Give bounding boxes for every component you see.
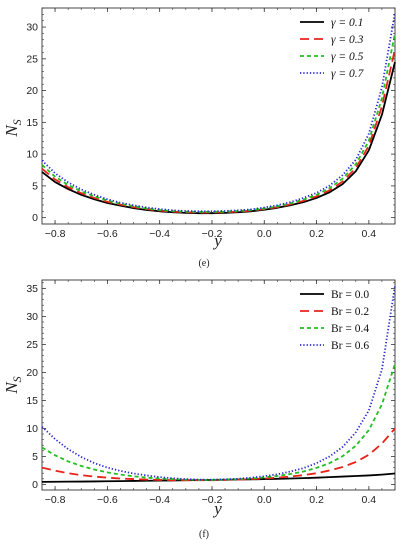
y-tick-label: 20 bbox=[26, 85, 38, 97]
x-tick-label: −0.4 bbox=[149, 228, 170, 240]
y-tick-label: 35 bbox=[26, 283, 38, 295]
series-line bbox=[41, 12, 396, 213]
x-tick-label: −0.8 bbox=[45, 494, 66, 506]
y-tick-label: 10 bbox=[26, 423, 38, 435]
y-tick-label: 10 bbox=[26, 149, 38, 161]
y-axis-title-subscript: S bbox=[10, 376, 24, 382]
plot-frame bbox=[41, 279, 396, 491]
legend-label: Br = 0.6 bbox=[331, 340, 369, 352]
x-tick-label: 0.4 bbox=[362, 228, 377, 240]
x-tick-label: 0.0 bbox=[257, 494, 272, 506]
y-tick-labels: 0 5 10 15 20 25 30 35 bbox=[26, 283, 38, 491]
y-tick-label: 15 bbox=[26, 395, 38, 407]
figure-caption: (e) bbox=[198, 258, 209, 269]
legend-label: Br = 0.2 bbox=[331, 306, 369, 318]
y-axis-title: NS bbox=[2, 376, 24, 394]
x-tick-label: −0.4 bbox=[149, 494, 170, 506]
x-tick-labels: −0.8 −0.6 −0.4 −0.2 0.0 0.2 0.4 bbox=[45, 228, 377, 240]
y-tick-label: 25 bbox=[26, 339, 38, 351]
legend-label: Br = 0.4 bbox=[331, 323, 369, 335]
y-tick-label: 5 bbox=[32, 451, 38, 463]
y-tick-label: 20 bbox=[26, 367, 38, 379]
x-tick-label: 0.2 bbox=[309, 494, 324, 506]
legend-label: γ = 0.5 bbox=[331, 51, 364, 63]
x-tick-labels: −0.8 −0.6 −0.4 −0.2 0.0 0.2 0.4 bbox=[45, 494, 377, 506]
x-tick-label: −0.2 bbox=[202, 228, 223, 240]
x-tick-label: 0.4 bbox=[362, 494, 377, 506]
series-line bbox=[41, 427, 396, 482]
y-tick-label: 30 bbox=[26, 311, 38, 323]
y-tick-labels: 0 5 10 15 20 25 30 bbox=[26, 22, 38, 225]
legend: γ = 0.1 γ = 0.3 γ = 0.5 γ = 0.7 bbox=[300, 17, 365, 80]
y-axis-title-subscript: S bbox=[10, 119, 24, 125]
legend-label: Br = 0.0 bbox=[331, 289, 369, 301]
y-tick-label: 25 bbox=[26, 53, 38, 65]
x-axis-title: y bbox=[212, 231, 222, 250]
y-tick-label: 0 bbox=[32, 212, 38, 224]
x-tick-label: 0.2 bbox=[309, 228, 324, 240]
y-axis-title: NS bbox=[2, 119, 24, 137]
y-axis-title-main: N bbox=[2, 381, 21, 395]
series-line bbox=[41, 49, 396, 214]
x-axis-title: y bbox=[212, 499, 222, 518]
legend-label: γ = 0.7 bbox=[331, 68, 365, 80]
x-tick-label: 0.0 bbox=[257, 228, 272, 240]
x-tick-label: −0.6 bbox=[97, 228, 118, 240]
series-line bbox=[41, 363, 396, 481]
x-tick-label: −0.6 bbox=[97, 494, 118, 506]
series-lines bbox=[41, 12, 396, 215]
series-lines bbox=[41, 285, 396, 483]
chart-f: −0.8 −0.6 −0.4 −0.2 0.0 0.2 0.4 0 5 10 15 20 25 30 35… bbox=[2, 279, 396, 540]
y-tick-label: 30 bbox=[26, 22, 38, 34]
y-tick-label: 5 bbox=[32, 180, 38, 192]
y-axis-title-main: N bbox=[2, 124, 21, 138]
series-line bbox=[41, 472, 396, 483]
series-line bbox=[41, 33, 396, 213]
chart-e: −0.8 −0.6 −0.4 −0.2 0.0 0.2 0.4 0 5 10 15 20 25 30 γ… bbox=[2, 7, 396, 269]
legend-label: γ = 0.1 bbox=[331, 17, 363, 29]
x-tick-label: −0.8 bbox=[45, 228, 66, 240]
legend: Br = 0.0 Br = 0.2 Br = 0.4 Br = 0.6 bbox=[300, 289, 369, 352]
y-tick-label: 0 bbox=[32, 479, 38, 491]
legend-label: γ = 0.3 bbox=[331, 34, 364, 46]
x-tick-label: −0.2 bbox=[202, 494, 223, 506]
figure-caption: (f) bbox=[199, 529, 209, 540]
series-line bbox=[41, 61, 396, 215]
y-tick-label: 15 bbox=[26, 117, 38, 129]
